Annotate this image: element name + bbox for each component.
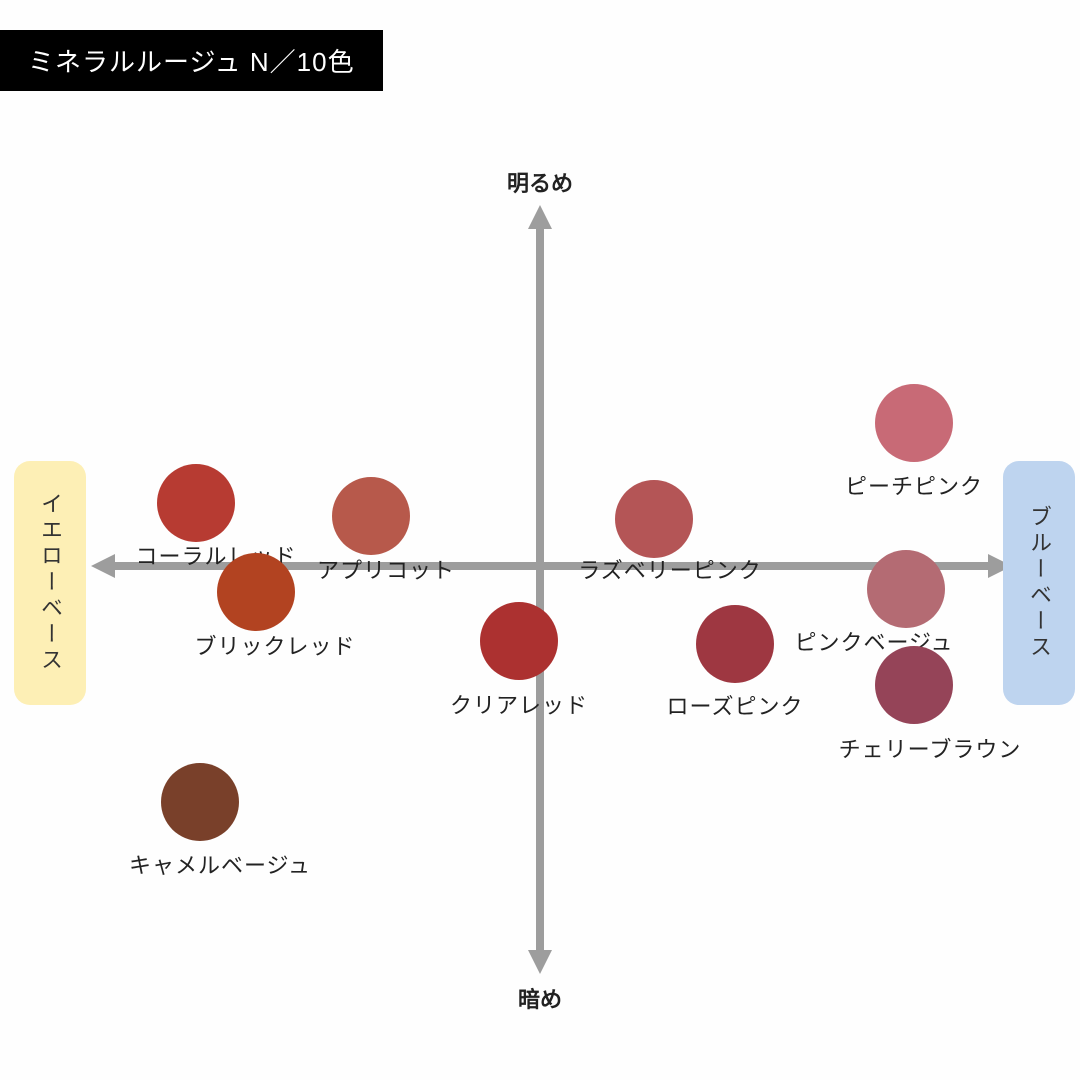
swatch-label-brick-red: ブリックレッド [194, 629, 355, 661]
swatch-label-clear-red: クリアレッド [450, 688, 588, 720]
swatch-apricot [332, 477, 410, 555]
swatch-label-apricot: アプリコット [317, 553, 455, 585]
chart-stage: ミネラルルージュ N／10色 イエローベース ブルーベース 明るめ 暗め ピーチ… [0, 0, 1080, 1080]
axis-label-top: 明るめ [507, 166, 573, 198]
blue-base-label: ブルーベース [1023, 505, 1055, 661]
swatch-label-camel-beige: キャメルベージュ [129, 848, 311, 880]
swatch-cherry-brown [875, 646, 953, 724]
swatch-coral-red [157, 464, 235, 542]
swatch-peach-pink [875, 384, 953, 462]
swatch-clear-red [480, 602, 558, 680]
swatch-label-cherry-brown: チェリーブラウン [839, 732, 1022, 764]
swatch-brick-red [217, 553, 295, 631]
swatch-label-rose-pink: ローズピンク [667, 689, 804, 721]
swatch-camel-beige [161, 763, 239, 841]
axis-label-bottom: 暗め [518, 982, 562, 1014]
swatch-rose-pink [696, 605, 774, 683]
swatch-pink-beige [867, 550, 945, 628]
swatch-label-raspberry-pink: ラズベリーピンク [578, 553, 762, 585]
swatch-label-peach-pink: ピーチピンク [845, 469, 983, 501]
blue-base-box: ブルーベース [1003, 461, 1075, 705]
yellow-base-box: イエローベース [14, 461, 86, 705]
swatch-raspberry-pink [615, 480, 693, 558]
chart-title: ミネラルルージュ N／10色 [0, 30, 383, 91]
yellow-base-label: イエローベース [34, 492, 66, 674]
